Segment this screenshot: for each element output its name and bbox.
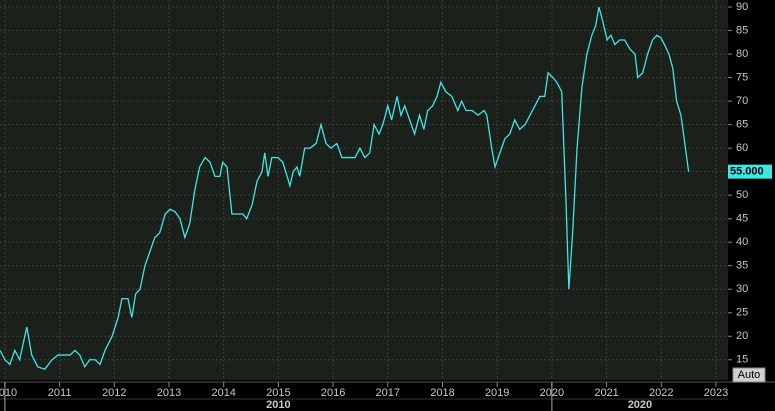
x-tick-label: 2015	[266, 387, 290, 399]
y-tick-label: 85	[736, 24, 748, 36]
plot-area	[0, 0, 728, 380]
y-tick-label: 45	[736, 213, 748, 225]
decade-label: 2010	[266, 399, 290, 411]
y-tick-label: 80	[736, 48, 748, 60]
y-tick-label: 30	[736, 283, 748, 295]
decade-label: 2020	[628, 399, 652, 411]
y-tick-label: 75	[736, 72, 748, 84]
auto-button-bg[interactable]	[732, 367, 766, 383]
x-tick-label: 2012	[102, 387, 126, 399]
y-tick-label: 70	[736, 95, 748, 107]
y-tick-label: 60	[736, 142, 748, 154]
last-value-label: 55.000	[730, 166, 764, 178]
x-tick-label: 2010	[0, 387, 17, 399]
y-tick-label: 90	[736, 1, 748, 13]
x-tick-label: 2017	[376, 387, 400, 399]
y-tick-label: 20	[736, 330, 748, 342]
x-tick-label: 2021	[594, 387, 618, 399]
y-tick-label: 35	[736, 260, 748, 272]
y-tick-label: 15	[736, 354, 748, 366]
x-tick-label: 2022	[649, 387, 673, 399]
y-tick-label: 40	[736, 236, 748, 248]
y-tick-label: 65	[736, 119, 748, 131]
y-tick-label: 50	[736, 189, 748, 201]
x-tick-label: 2018	[430, 387, 454, 399]
x-tick-label: 2016	[321, 387, 345, 399]
x-tick-label: 2014	[211, 387, 235, 399]
x-tick-label: 2023	[704, 387, 728, 399]
last-value-box	[728, 164, 772, 179]
auto-button[interactable]: Auto	[738, 369, 761, 381]
x-tick-label: 2019	[485, 387, 509, 399]
data-line	[0, 6, 690, 370]
x-tick-label: 2013	[157, 387, 181, 399]
x-tick-label: 2011	[48, 387, 72, 399]
y-tick-label: 25	[736, 307, 748, 319]
